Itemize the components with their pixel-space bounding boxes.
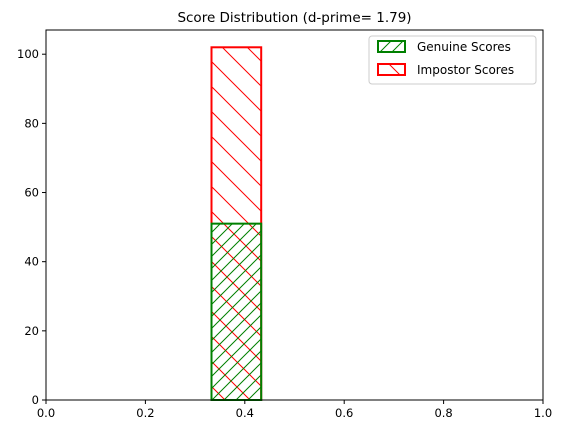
y-tick-label: 80 bbox=[24, 116, 39, 130]
x-tick-label: 0.2 bbox=[136, 406, 154, 420]
legend-label-genuine: Genuine Scores bbox=[417, 40, 511, 54]
y-axis: 0 20 40 60 80 100 bbox=[17, 47, 46, 407]
bar-genuine-scores-1 bbox=[210, 222, 263, 401]
legend: Genuine Scores Impostor Scores bbox=[368, 35, 537, 85]
y-tick-label: 20 bbox=[24, 324, 39, 338]
x-tick-label: 0.6 bbox=[335, 406, 353, 420]
legend-swatch-genuine bbox=[377, 40, 406, 53]
x-axis: 0.0 0.2 0.4 0.6 0.8 1.0 bbox=[37, 400, 552, 420]
x-tick-label: 0.4 bbox=[236, 406, 254, 420]
plot-area bbox=[46, 30, 543, 400]
y-tick-label: 100 bbox=[17, 47, 39, 61]
y-tick-label: 0 bbox=[32, 393, 39, 407]
x-tick-label: 1.0 bbox=[534, 406, 552, 420]
chart-title: Score Distribution (d-prime= 1.79) bbox=[177, 10, 411, 26]
legend-frame bbox=[368, 35, 537, 85]
legend-swatch-impostor bbox=[377, 63, 406, 76]
y-tick-label: 60 bbox=[24, 186, 39, 200]
y-tick-label: 40 bbox=[24, 255, 39, 269]
legend-label-impostor: Impostor Scores bbox=[417, 63, 514, 77]
x-tick-label: 0.0 bbox=[37, 406, 55, 420]
x-tick-label: 0.8 bbox=[434, 406, 452, 420]
plot-frame bbox=[45, 29, 544, 401]
bars-layer bbox=[210, 46, 263, 401]
